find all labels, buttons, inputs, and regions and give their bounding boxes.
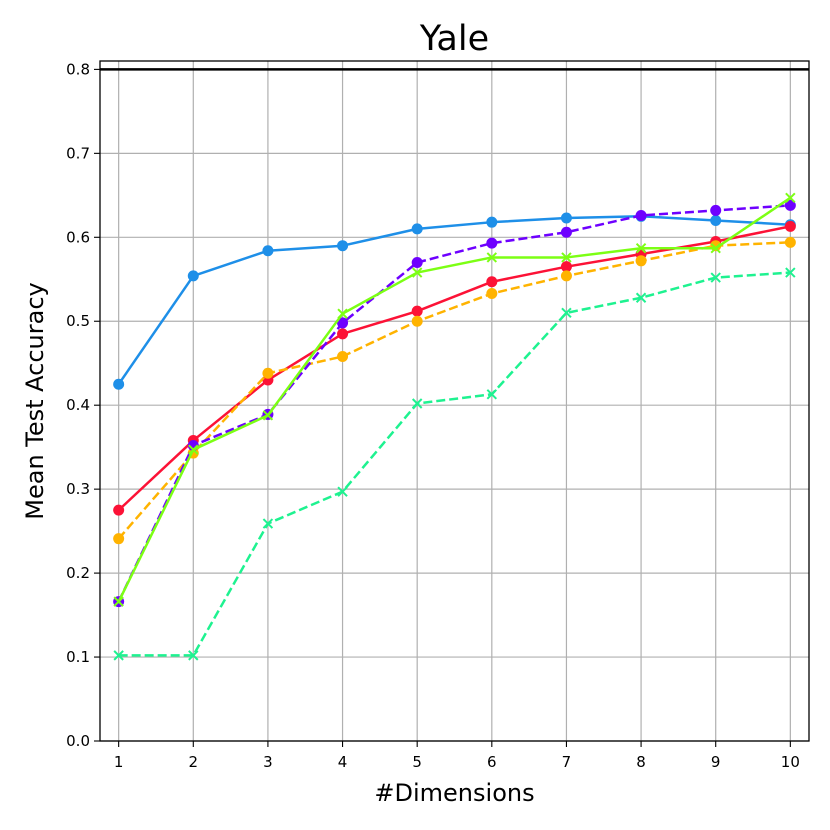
grid-lines [100,61,809,742]
data-point [187,270,199,282]
data-series [113,192,796,661]
data-point [486,216,498,228]
data-point [784,220,796,232]
data-point [411,223,423,235]
x-axis-title: #Dimensions [374,779,534,807]
series-3 [113,236,796,545]
plot-frame [99,60,810,742]
data-point [784,236,796,248]
series-1 [113,210,796,390]
data-point [710,272,721,283]
series-6 [113,267,796,661]
y-axis-title: Mean Test Accuracy [21,282,49,519]
y-tick-label: 0.6 [66,228,90,246]
x-axis-ticks: 1 2 3 4 5 6 7 8 9 10 [114,741,800,771]
data-point [262,245,274,257]
x-tick-label: 2 [189,753,199,771]
data-point [560,226,572,238]
series-line [117,241,791,540]
x-tick-label: 1 [114,753,124,771]
data-point [262,367,274,379]
series-line [117,215,791,385]
y-tick-label: 0.1 [66,648,90,666]
x-tick-label: 5 [412,753,422,771]
data-point [337,240,349,252]
data-point [337,308,348,319]
data-point [411,267,423,278]
data-point [486,288,498,300]
x-tick-label: 6 [487,753,497,771]
data-point [561,307,572,319]
y-tick-label: 0.3 [66,480,90,498]
y-tick-label: 0.5 [66,312,90,330]
data-point [337,317,349,329]
y-axis-ticks: 0.0 0.1 0.2 0.3 0.4 0.5 0.6 0.7 0.8 [66,60,100,750]
data-point [785,267,796,278]
x-tick-label: 9 [711,753,721,771]
data-point [411,315,423,327]
x-tick-label: 8 [636,753,646,771]
data-point [560,270,572,282]
data-point [411,256,423,268]
data-point [784,199,796,211]
data-point [486,389,498,400]
y-tick-label: 0.0 [66,732,90,750]
x-tick-label: 10 [781,753,800,771]
data-point [486,252,498,263]
data-point [486,276,498,288]
data-point [635,209,647,221]
data-point [113,378,125,390]
data-point [635,292,647,303]
y-tick-label: 0.7 [66,144,90,162]
chart-title: Yale [419,19,489,59]
data-point [262,518,274,529]
data-point [113,504,125,516]
data-point [113,650,124,661]
data-point [337,486,348,497]
series-5 [113,192,796,607]
series-line [117,204,791,603]
y-tick-label: 0.8 [66,60,90,78]
data-point [337,328,349,340]
data-point [411,398,423,409]
y-tick-label: 0.4 [66,396,90,414]
series-line [117,196,792,603]
y-tick-label: 0.2 [66,564,90,582]
data-point [188,650,199,661]
data-point [785,192,796,204]
data-point [113,596,124,607]
x-tick-label: 3 [263,753,273,771]
data-point [710,215,722,227]
series-line [117,225,791,512]
data-point [561,252,572,263]
data-point [337,351,349,363]
x-tick-label: 7 [562,753,572,771]
data-point [635,255,647,267]
data-point [113,533,125,545]
data-point [411,305,423,317]
data-point [262,410,274,421]
data-point [635,243,647,254]
data-point [560,212,572,224]
data-point [710,204,722,216]
data-point [710,243,721,254]
data-point [486,237,498,249]
data-point [560,261,572,273]
data-point [188,444,199,455]
x-tick-label: 4 [338,753,348,771]
series-4 [113,199,796,608]
series-line [118,271,791,657]
